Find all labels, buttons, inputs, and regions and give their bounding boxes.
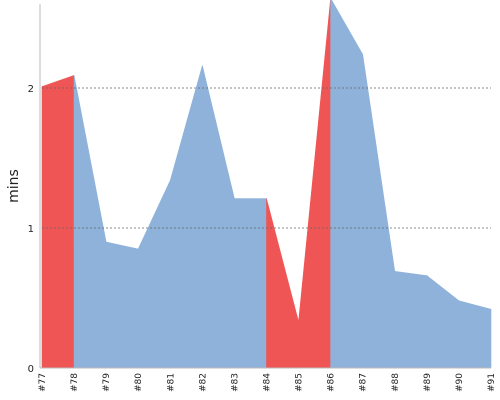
x-tick-label-83: #83 (230, 373, 240, 392)
area-segment-83 (234, 198, 267, 369)
x-tick-label-81: #81 (166, 373, 176, 392)
area-segment-88 (394, 271, 428, 369)
x-tick-label-82: #82 (198, 373, 208, 392)
area-segment-80 (137, 180, 171, 369)
area-segment-79 (105, 241, 139, 369)
x-tick-label-78: #78 (70, 373, 80, 392)
x-tick-label-88: #88 (391, 373, 401, 392)
area-segment-77 (41, 74, 75, 369)
area-segment-85 (298, 0, 331, 369)
x-tick-label-91: #91 (487, 373, 497, 392)
x-tick-label-84: #84 (263, 373, 273, 392)
area-segment-87 (362, 54, 396, 369)
y-tick-labels: 0 1 2 (28, 84, 34, 375)
x-tick-labels: #77 #78 #79 #80 #81 #82 #83 #84 #85 #86 #87 #88 #89 #… (38, 373, 497, 392)
x-tick-label-80: #80 (134, 373, 144, 392)
y-tick-label-0: 0 (28, 364, 34, 375)
area-segment-81 (169, 65, 203, 369)
area-segment-86 (330, 0, 364, 369)
area-layer (41, 0, 492, 369)
grid-layer (42, 87, 491, 229)
x-tick-label-77: #77 (38, 373, 48, 392)
area-segment-89 (426, 274, 460, 369)
area-segment-84 (266, 198, 299, 369)
axis-layer (39, 4, 491, 369)
area-segment-78 (73, 75, 107, 369)
y-axis-title: mins (6, 169, 22, 203)
x-tick-label-90: #90 (455, 373, 465, 392)
x-tick-label-79: #79 (102, 373, 112, 392)
y-tick-label-2: 2 (28, 84, 34, 95)
x-tick-label-85: #85 (295, 373, 305, 392)
area-segment-82 (202, 65, 235, 369)
x-tick-label-89: #89 (423, 373, 433, 392)
area-segment-90 (458, 300, 492, 369)
x-tick-label-86: #86 (327, 373, 337, 392)
y-tick-label-1: 1 (28, 224, 34, 235)
x-tick-label-87: #87 (359, 373, 369, 392)
